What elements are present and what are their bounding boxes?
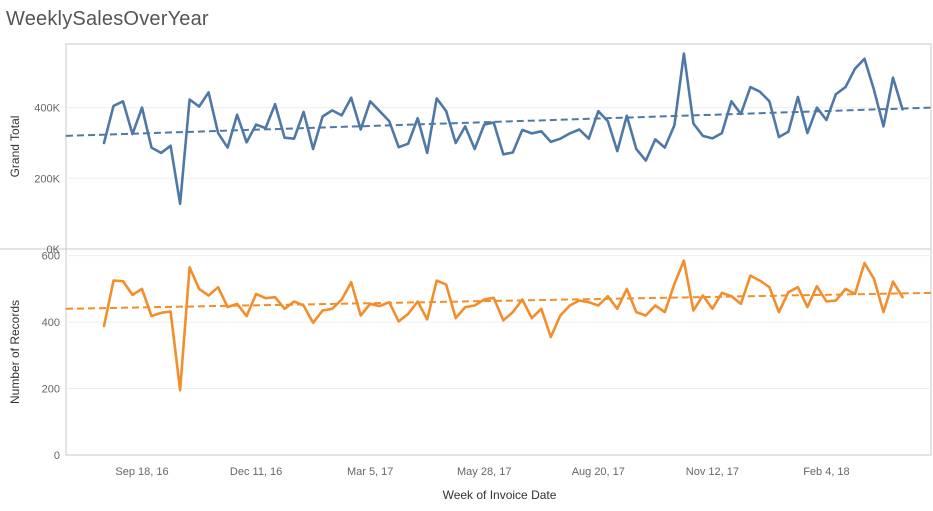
x-tick-label: Dec 11, 16 [230, 466, 282, 478]
x-tick-label: May 28, 17 [457, 466, 511, 478]
y-axis-title: Grand Total [8, 116, 22, 178]
series-line-number-of-records [102, 259, 904, 392]
trend-line-grand-total [65, 106, 932, 137]
y-tick-label: 200 [42, 384, 60, 396]
x-axis-title: Week of Invoice Date [443, 488, 557, 502]
series-line-grand-total [102, 52, 904, 206]
x-tick-label: Aug 20, 17 [572, 466, 625, 478]
trend-line-number-of-records [65, 291, 932, 310]
x-tick-label: Nov 12, 17 [686, 466, 739, 478]
x-tick-label: Feb 4, 18 [803, 466, 849, 478]
x-tick-label: Mar 5, 17 [347, 466, 393, 478]
y-tick-label: 400 [42, 317, 60, 329]
y-tick-label: 400K [34, 103, 60, 115]
y-tick-label: 200K [34, 173, 60, 185]
chart-title: WeeklySalesOverYear [6, 8, 209, 30]
x-tick-label: Sep 18, 16 [115, 466, 168, 478]
y-tick-label: 600 [42, 251, 60, 263]
y-tick-label: 0K [47, 244, 61, 256]
y-tick-label: 0 [54, 450, 60, 462]
y-axis-title: Number of Records [8, 300, 22, 404]
